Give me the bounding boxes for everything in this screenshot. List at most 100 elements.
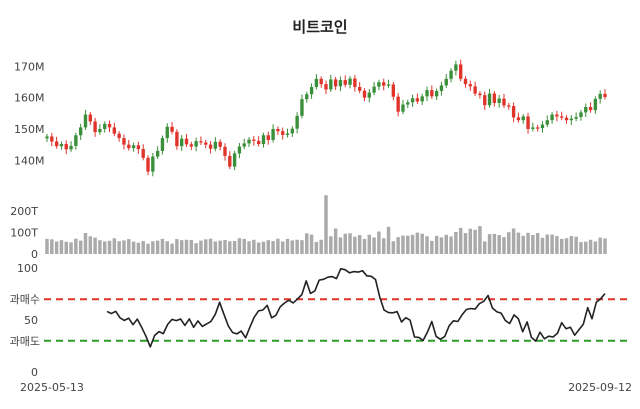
volume-bar — [93, 237, 97, 254]
volume-y-axis: 0 100T 200T — [10, 205, 38, 261]
volume-bar — [497, 234, 501, 254]
volume-bar — [502, 237, 506, 254]
volume-bar — [184, 239, 189, 254]
candle-body — [103, 123, 107, 129]
candle-body — [218, 141, 222, 147]
candle-body — [329, 79, 333, 90]
volume-bar — [160, 238, 165, 254]
candle-body — [252, 139, 256, 141]
volume-bar — [102, 241, 107, 254]
candle-body — [410, 98, 415, 103]
volume-bar — [386, 226, 391, 254]
candle-body — [598, 93, 602, 99]
volume-tick-label: 0 — [31, 248, 38, 261]
candle-body — [507, 105, 511, 107]
volume-bar — [343, 233, 347, 254]
volume-bar — [285, 238, 290, 254]
volume-bar — [290, 240, 295, 254]
volume-bar — [266, 240, 271, 254]
volume-bar — [478, 226, 482, 254]
price-tick-label: 170M — [14, 60, 45, 73]
volume-bar — [69, 242, 73, 254]
volume-bar — [584, 241, 588, 254]
volume-bar — [415, 232, 420, 254]
candle-body — [497, 98, 501, 103]
candle-body — [295, 115, 299, 129]
candle-body — [463, 78, 468, 85]
candle-body — [151, 156, 155, 172]
candle-body — [112, 127, 117, 134]
candle-body — [430, 90, 434, 97]
oversold-label: 과매도 — [10, 335, 40, 348]
candle-body — [141, 149, 145, 158]
volume-bar — [348, 233, 352, 254]
volume-bar — [107, 240, 112, 254]
volume-bar — [237, 238, 242, 254]
volume-tick-label: 200T — [10, 205, 38, 218]
candle-body — [261, 135, 266, 145]
volume-bar-series — [45, 195, 607, 254]
volume-bar — [410, 234, 415, 254]
candle-body — [560, 116, 564, 118]
candle-body — [117, 133, 121, 139]
candle-body — [454, 64, 458, 71]
candle-body — [348, 78, 352, 85]
candle-body — [367, 92, 371, 98]
volume-bar — [521, 235, 525, 254]
volume-bar — [136, 242, 141, 254]
candle-body — [228, 155, 232, 167]
candle-body — [540, 124, 545, 129]
volume-bar — [218, 240, 222, 254]
candle-body — [357, 86, 362, 91]
volume-bar — [117, 241, 121, 254]
volume-bar — [338, 237, 343, 254]
candle-body — [256, 140, 261, 145]
candle-body — [574, 117, 578, 119]
x-end-date-label: 2025-09-12 — [568, 381, 632, 394]
candle-body — [189, 144, 193, 147]
candle-body — [290, 128, 295, 134]
candle-body — [131, 145, 136, 149]
volume-bar — [122, 240, 126, 254]
volume-bar — [83, 233, 88, 254]
volume-bar — [444, 234, 448, 254]
candle-body — [54, 141, 59, 147]
price-y-axis: 140M 150M 160M 170M — [14, 60, 45, 167]
candle-body — [521, 116, 525, 121]
volume-bar — [598, 237, 602, 254]
volume-bar — [314, 241, 319, 254]
candle-body — [459, 64, 463, 79]
volume-bar — [425, 236, 429, 254]
candle-body — [170, 126, 174, 132]
volume-bar — [430, 240, 434, 254]
volume-bar — [483, 241, 487, 254]
volume-bar — [545, 234, 550, 254]
candle-body — [208, 144, 213, 149]
volume-bar — [59, 240, 64, 254]
candle-body — [78, 127, 83, 136]
volume-bar — [507, 232, 511, 254]
volume-bar — [555, 236, 559, 254]
volume-bar — [381, 238, 386, 254]
candle-body — [319, 78, 323, 85]
candle-body — [401, 104, 405, 112]
candle-body — [237, 146, 242, 154]
volume-bar — [458, 227, 463, 254]
candle-body — [555, 114, 559, 117]
volume-bar — [261, 241, 266, 254]
candle-body — [127, 144, 131, 149]
volume-bar — [165, 241, 169, 254]
candle-body — [74, 135, 78, 146]
volume-bar — [569, 236, 574, 254]
volume-bar — [223, 239, 227, 254]
price-tick-label: 140M — [14, 154, 45, 167]
candle-body — [593, 98, 598, 111]
price-tick-label: 150M — [14, 123, 45, 136]
x-start-date-label: 2025-05-13 — [20, 381, 84, 394]
candle-body — [415, 98, 420, 102]
volume-bar — [204, 239, 208, 254]
volume-tick-label: 100T — [10, 226, 38, 239]
candle-body — [473, 86, 477, 94]
price-tick-label: 160M — [14, 92, 45, 105]
